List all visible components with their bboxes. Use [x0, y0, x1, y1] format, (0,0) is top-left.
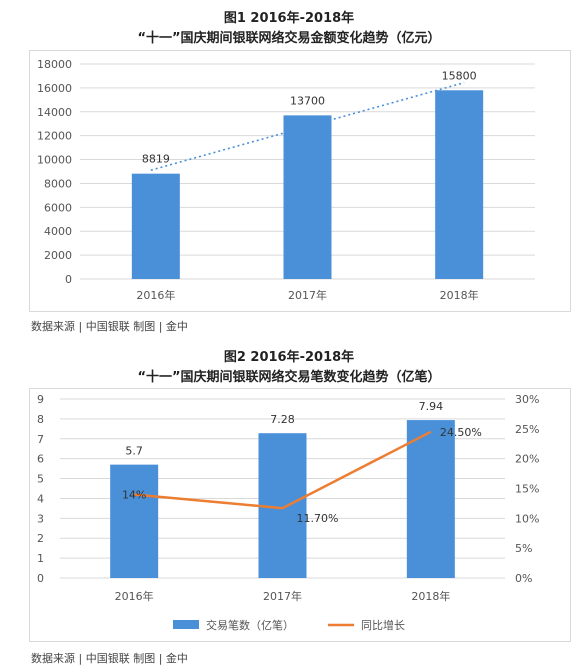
chart2-bar	[406, 420, 455, 578]
chart2-y-tick-label: 8	[37, 413, 44, 426]
chart2-y2-tick-label: 15%	[515, 483, 539, 496]
chart2-bar-data-label: 7.28	[270, 413, 295, 426]
chart1-x-tick-label: 2016年	[136, 288, 175, 302]
chart2-bar-data-label: 5.7	[125, 445, 143, 458]
chart1-y-tick-label: 16000	[37, 82, 72, 95]
chart2-bar-data-label: 7.94	[419, 400, 444, 413]
chart1-y-tick-label: 0	[65, 273, 72, 286]
chart1-bar	[435, 90, 484, 280]
chart1-x-tick-label: 2017年	[288, 288, 327, 302]
chart2-y-tick-label: 6	[37, 453, 44, 466]
chart2-y-tick-label: 7	[37, 433, 44, 446]
chart2-y-tick-label: 5	[37, 473, 44, 486]
chart1-title-line1: 图1 2016年-2018年	[223, 11, 355, 26]
chart1-bar	[131, 173, 180, 279]
chart1-data-label: 13700	[290, 94, 325, 107]
chart2-frame	[29, 388, 571, 642]
chart2-legend-bar-label: 交易笔数（亿笔）	[206, 618, 294, 632]
chart2-line-data-label: 11.70%	[297, 512, 339, 525]
chart2-bar	[110, 464, 159, 578]
chart1-y-tick-label: 6000	[44, 201, 72, 214]
chart1-bar	[283, 115, 332, 279]
chart2-y-tick-label: 0	[37, 572, 44, 585]
chart1-plot: 0 2000 4000 6000 8000 10000 12000 14000 16000 180…	[37, 58, 535, 302]
chart2-x-tick-label: 2016年	[115, 589, 154, 603]
chart1-frame	[29, 50, 571, 312]
chart2-y2-tick-label: 0%	[515, 572, 532, 585]
chart2-x-tick-label: 2017年	[263, 589, 302, 603]
chart2-line-data-label: 24.50%	[440, 426, 482, 439]
chart1-source: 数据来源 | 中国银联 制图 | 金中	[31, 320, 188, 333]
chart2-y-tick-label: 4	[37, 492, 44, 505]
chart1-y-tick-label: 14000	[37, 106, 72, 119]
chart1-title-line2: “十一”国庆期间银联网络交易金额变化趋势（亿元）	[137, 31, 441, 46]
chart2-y-tick-label: 2	[37, 532, 44, 545]
chart2-y-tick-label: 3	[37, 512, 44, 525]
chart1-y-tick-label: 8000	[44, 177, 72, 190]
chart1-y-tick-label: 4000	[44, 225, 72, 238]
chart1-trendline	[150, 81, 465, 171]
chart1-y-tick-label: 2000	[44, 249, 72, 262]
chart2-legend-bar-swatch	[173, 620, 199, 629]
chart2-y2-tick-label: 5%	[515, 542, 532, 555]
chart1-data-label: 8819	[142, 153, 170, 166]
chart1-x-tick-label: 2018年	[440, 288, 479, 302]
chart2-legend-line-label: 同比增长	[361, 618, 405, 632]
chart1-y-tick-label: 12000	[37, 130, 72, 143]
chart2-title-line1: 图2 2016年-2018年	[223, 350, 355, 365]
chart2-title-line2: “十一”国庆期间银联网络交易笔数变化趋势（亿笔）	[137, 370, 441, 385]
chart2-y-tick-label: 9	[37, 393, 44, 406]
chart1-y-tick-label: 10000	[37, 154, 72, 167]
chart2-line-data-label: 14%	[122, 488, 146, 501]
chart2-y-tick-label: 1	[37, 552, 44, 565]
chart2-growth-line	[134, 430, 432, 510]
chart1-data-label: 15800	[442, 69, 477, 82]
chart1-y-tick-label: 18000	[37, 58, 72, 71]
chart2-y2-tick-label: 25%	[515, 423, 539, 436]
chart2-source: 数据来源 | 中国银联 制图 | 金中	[31, 652, 188, 665]
chart2-x-tick-label: 2018年	[411, 589, 450, 603]
chart2-y2-tick-label: 20%	[515, 453, 539, 466]
chart2-y2-tick-label: 30%	[515, 393, 539, 406]
chart2-y2-tick-label: 10%	[515, 512, 539, 525]
